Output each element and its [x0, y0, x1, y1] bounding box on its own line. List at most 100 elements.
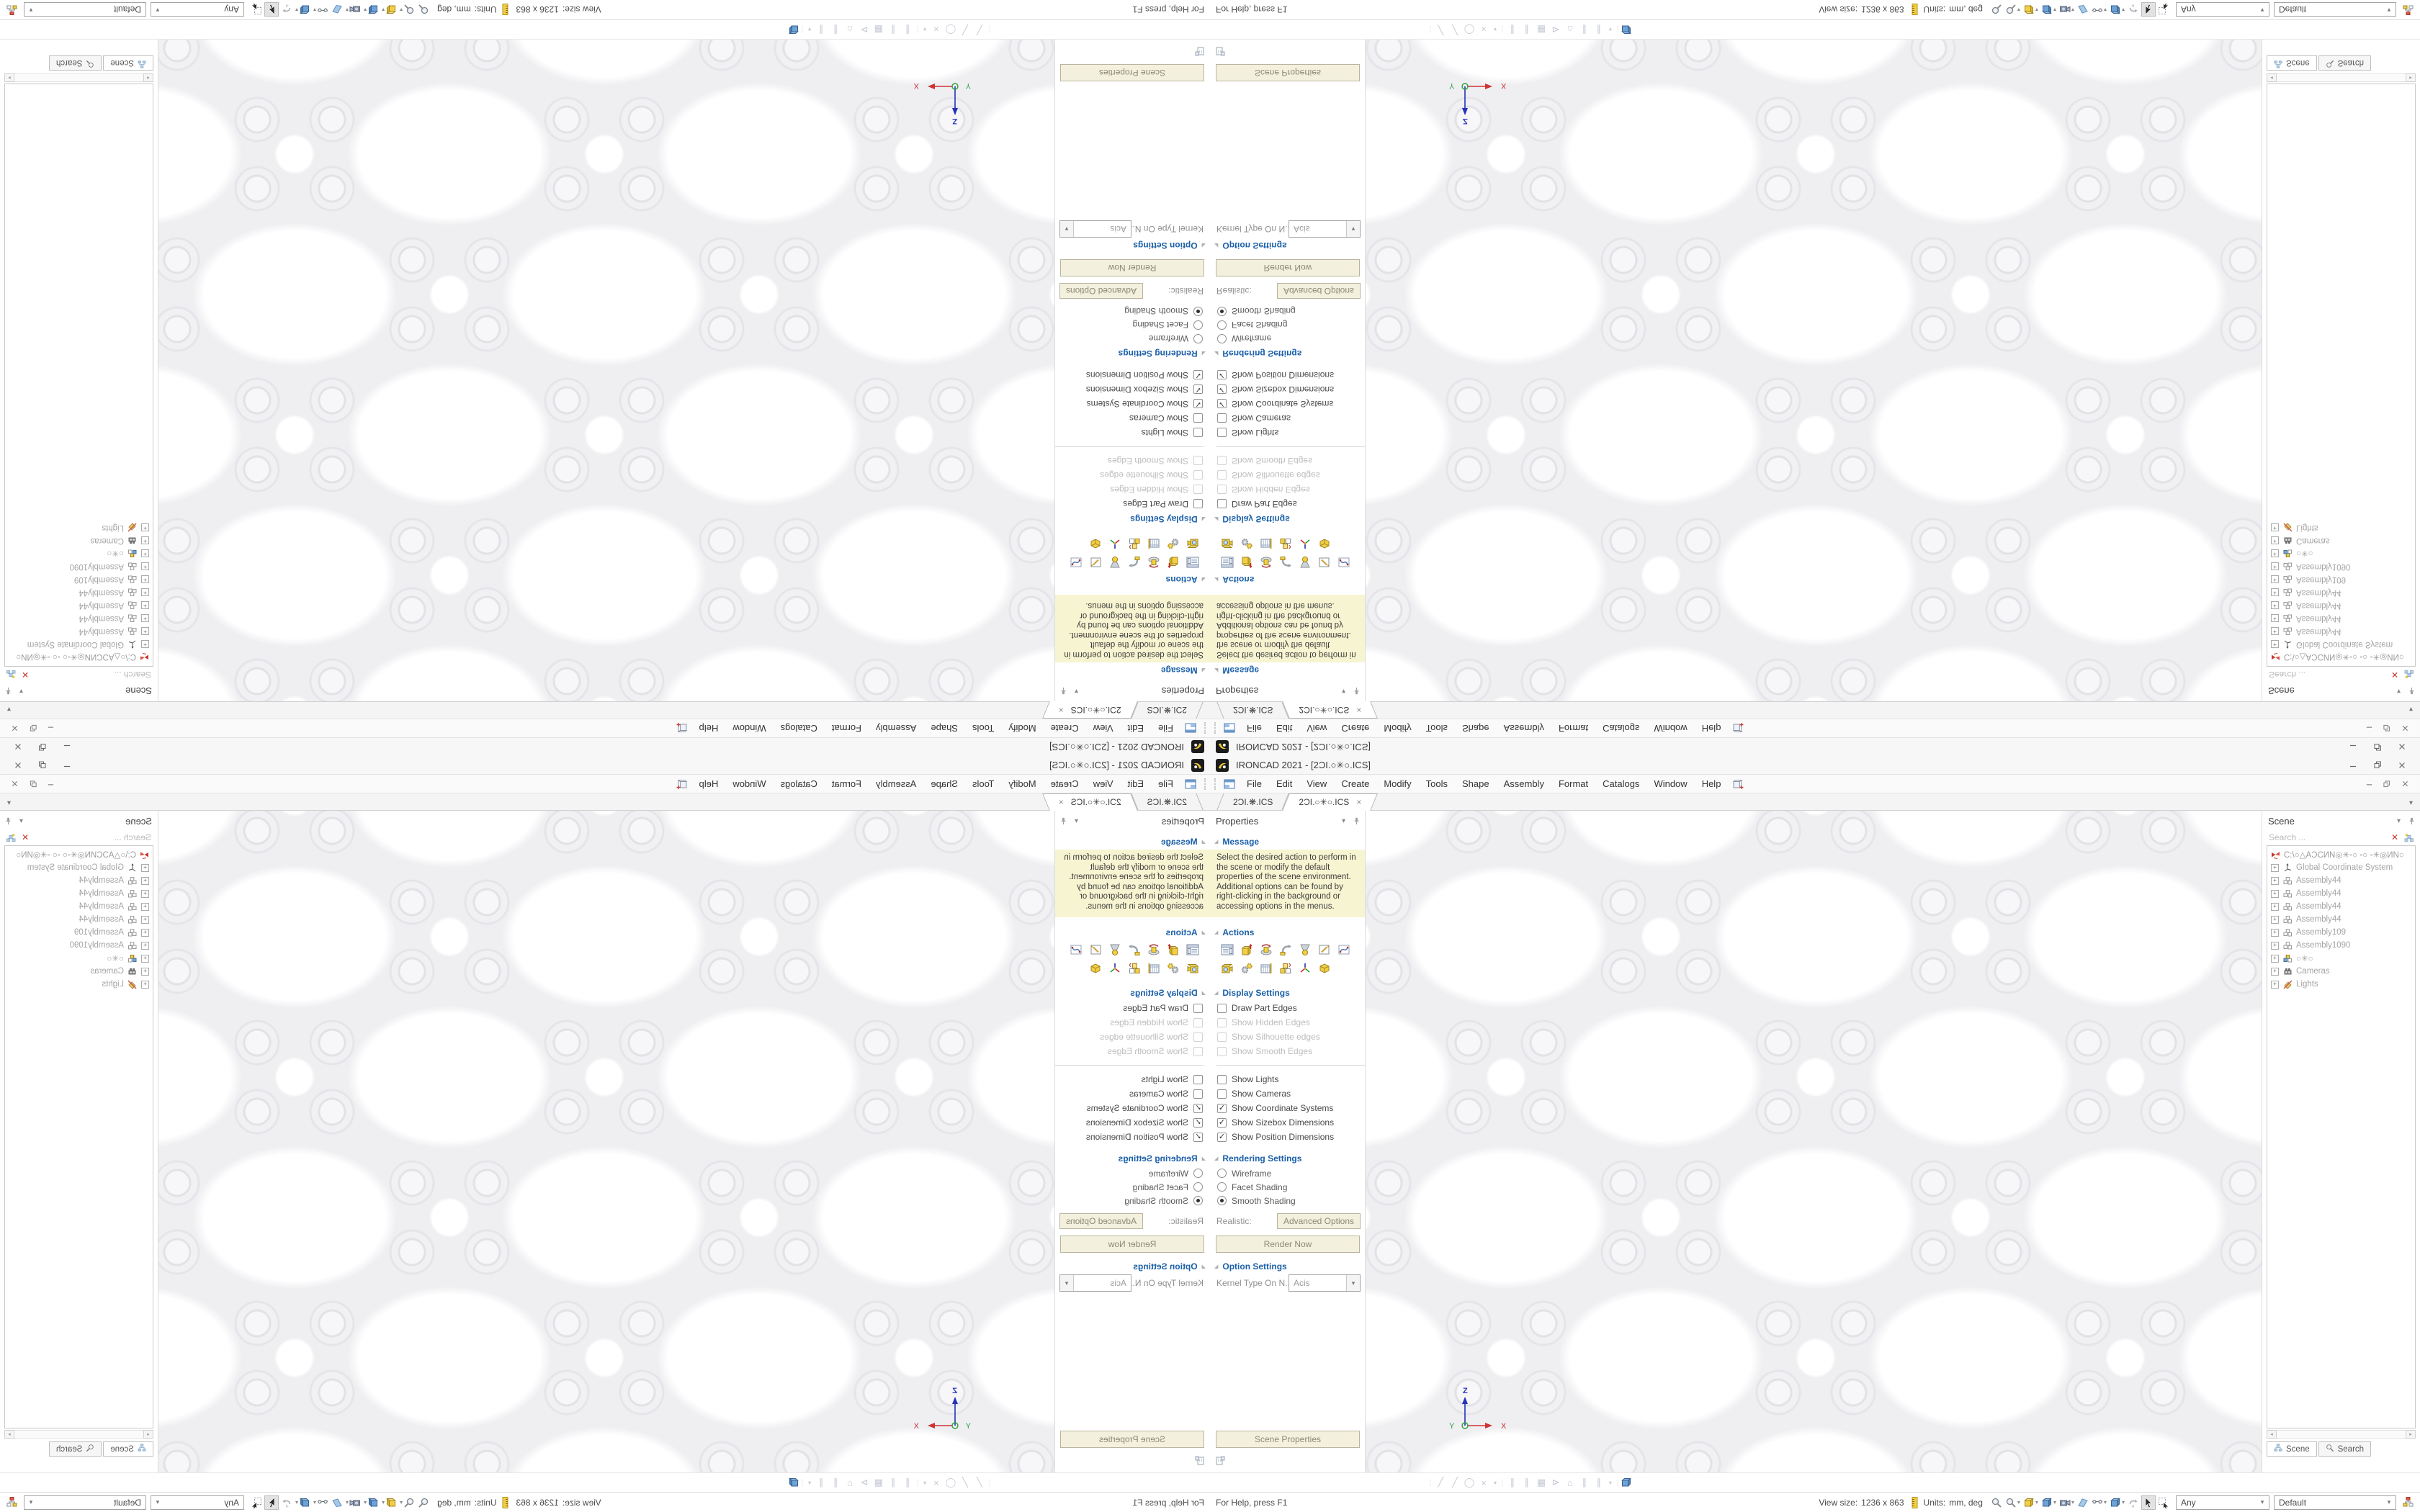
tree-item-assembly44-1[interactable]: + Assembly44: [2267, 625, 2415, 638]
render-style-select[interactable]: Default ▾: [24, 1495, 146, 1510]
menu-edit[interactable]: Edit: [1276, 723, 1293, 734]
actions-section-header[interactable]: ◢ Actions: [1214, 927, 1365, 937]
tree-item-assembly44-2[interactable]: + Assembly44: [5, 887, 153, 900]
menu-create[interactable]: Create: [1341, 778, 1370, 789]
tool-parallel-b-icon[interactable]: ∥: [818, 1477, 824, 1488]
scene-window-icon[interactable]: [1224, 779, 1235, 789]
assembly-hierarchy-icon[interactable]: [2402, 1496, 2414, 1508]
tree-item-assembly44-1[interactable]: + Assembly44: [5, 874, 153, 887]
action-properties-browser[interactable]: [1185, 554, 1201, 570]
toolbar-grip-3[interactable]: ⋮: [798, 24, 807, 34]
scene-panel-menu-icon[interactable]: ▾: [19, 687, 24, 696]
tree-expander-icon[interactable]: +: [141, 523, 149, 532]
add-box-icon[interactable]: [1732, 778, 1744, 790]
action-extrude[interactable]: [1239, 554, 1255, 570]
viewport[interactable]: Z X Y: [1366, 40, 2262, 701]
lattice-part-model[interactable]: [1366, 811, 2262, 1472]
tree-item-cameras[interactable]: + Cameras: [2267, 534, 2415, 547]
advanced-options-button[interactable]: Advanced Options: [1276, 1213, 1361, 1229]
menu-assembly[interactable]: Assembly: [1503, 778, 1544, 789]
checkbox-show-position-dimensions[interactable]: ✓ Show Position Dimensions: [1055, 1130, 1210, 1144]
render-style-select[interactable]: Default ▾: [2274, 2, 2396, 17]
tool-parallel-b-icon[interactable]: ∥: [1596, 24, 1602, 35]
chevron-down-icon[interactable]: ▾: [313, 6, 317, 13]
radio-smooth-shading[interactable]: Smooth Shading: [1055, 1194, 1210, 1207]
toolbar-grip-2[interactable]: ⋮: [1498, 24, 1507, 34]
tree-item-scene-root[interactable]: C:\○△AƆCИN◎✳◦○ ◦○ ◦✳◎ИN○: [5, 848, 153, 861]
sizebox-display-icon[interactable]: ▾: [381, 3, 398, 17]
undo-view-icon[interactable]: [280, 3, 293, 17]
shape-display-icon[interactable]: [331, 1495, 344, 1510]
visualization-icon[interactable]: ▾: [313, 1495, 329, 1510]
tree-item-assembly109[interactable]: + Assembly109: [2267, 573, 2415, 586]
tool-line-icon[interactable]: ╱: [1438, 24, 1443, 35]
tree-item-assembly44-4[interactable]: + Assembly44: [2267, 913, 2415, 926]
actions-section-header[interactable]: ◢ Actions: [1214, 575, 1365, 585]
document-tab-2[interactable]: 2ƆI.○✳○.ICS ×: [1286, 702, 1374, 719]
tree-item-lights[interactable]: + Lights: [2267, 978, 2415, 991]
tree-expander-icon[interactable]: +: [141, 627, 149, 636]
tool-offset-b-icon[interactable]: ∥: [890, 24, 896, 35]
menu-modify[interactable]: Modify: [1008, 723, 1036, 734]
kernel-type-select[interactable]: Acis ▾: [1059, 1274, 1131, 1292]
tool-polyline-icon[interactable]: ╱: [1452, 24, 1458, 35]
action-sheet-metal[interactable]: [1146, 960, 1162, 976]
select-cursor-icon[interactable]: [2141, 1495, 2156, 1510]
zoom-tools-dropdown-icon[interactable]: ▾: [2004, 3, 2021, 17]
advanced-options-button[interactable]: Advanced Options: [1276, 283, 1361, 299]
scroll-track[interactable]: [2277, 73, 2406, 82]
action-3d-curve[interactable]: [1336, 554, 1352, 570]
action-extrude[interactable]: [1165, 942, 1181, 958]
camera-view-icon[interactable]: ▾: [2058, 1495, 2075, 1510]
tree-item-global-coordinate-system[interactable]: + Global Coordinate System: [5, 861, 153, 874]
tool-polyline-icon[interactable]: ╱: [962, 24, 968, 35]
selection-filter-select[interactable]: Any ▾: [151, 2, 244, 17]
checkbox-show-coordinate-systems[interactable]: ✓ Show Coordinate Systems: [1210, 1101, 1365, 1115]
menu-create[interactable]: Create: [1050, 778, 1079, 789]
close-tab-icon[interactable]: ×: [1058, 796, 1064, 807]
tree-item-assembly44-2[interactable]: + Assembly44: [5, 612, 153, 625]
lattice-part-model[interactable]: [158, 40, 1054, 701]
minimize-button[interactable]: [56, 758, 78, 773]
checkbox-draw-part-edges[interactable]: Draw Part Edges: [1210, 1001, 1365, 1015]
scene-window-icon[interactable]: [1224, 724, 1235, 734]
action-revolve[interactable]: [1258, 554, 1274, 570]
tree-item-global-coordinate-system[interactable]: + Global Coordinate System: [5, 638, 153, 651]
option-settings-header[interactable]: ◢ Option Settings: [1214, 240, 1365, 251]
tree-item-assembly44-3[interactable]: + Assembly44: [5, 900, 153, 913]
action-custom-part[interactable]: [1317, 536, 1332, 552]
action-coordinate-system[interactable]: [1107, 960, 1123, 976]
actions-section-header[interactable]: ◢ Actions: [1055, 575, 1206, 585]
action-sheet-metal[interactable]: [1258, 960, 1274, 976]
lattice-part-model[interactable]: [1366, 40, 2262, 701]
radio-wireframe[interactable]: Wireframe: [1210, 1166, 1365, 1180]
action-3d-curve[interactable]: [1336, 942, 1352, 958]
tool-line-icon[interactable]: ╱: [977, 24, 982, 35]
tree-item-scene-root[interactable]: C:\○△AƆCИN◎✳◦○ ◦○ ◦✳◎ИN○: [2267, 651, 2415, 664]
actions-section-header[interactable]: ◢ Actions: [1055, 927, 1206, 937]
scene-panel-menu-icon[interactable]: ▾: [2396, 816, 2401, 825]
action-loft[interactable]: [1297, 942, 1313, 958]
tree-expander-icon[interactable]: +: [141, 601, 149, 610]
units-value[interactable]: mm, deg: [1949, 1497, 1983, 1508]
tool-delete-icon[interactable]: ×: [933, 24, 939, 35]
radio-facet-shading[interactable]: Facet Shading: [1210, 318, 1365, 332]
toolbar-grip-2[interactable]: ⋮: [913, 24, 922, 34]
doc-restore-button[interactable]: [25, 723, 41, 734]
pin-icon[interactable]: [4, 817, 12, 825]
chevron-down-icon[interactable]: ▾: [346, 1499, 349, 1506]
tree-item-assembly109[interactable]: + Assembly109: [5, 573, 153, 586]
action-3d-curve[interactable]: [1068, 554, 1084, 570]
action-revolve[interactable]: [1146, 554, 1162, 570]
tree-item-active-assembly[interactable]: + ○✳○: [2267, 547, 2415, 560]
menu-help[interactable]: Help: [1701, 778, 1721, 789]
tree-expander-icon[interactable]: +: [141, 967, 149, 976]
tool-snap-dropdown[interactable]: ▾: [808, 26, 812, 33]
checkbox-show-lights[interactable]: Show Lights: [1055, 426, 1210, 440]
sizebox-display-icon[interactable]: ▾: [2022, 1495, 2039, 1510]
tree-item-scene-root[interactable]: C:\○△AƆCИN◎✳◦○ ◦○ ◦✳◎ИN○: [2267, 848, 2415, 861]
marquee-select-icon[interactable]: [250, 3, 263, 17]
tree-expander-icon[interactable]: +: [141, 902, 149, 911]
properties-panel-menu-icon[interactable]: ▾: [1341, 816, 1345, 825]
minimize-button[interactable]: [2342, 758, 2364, 773]
